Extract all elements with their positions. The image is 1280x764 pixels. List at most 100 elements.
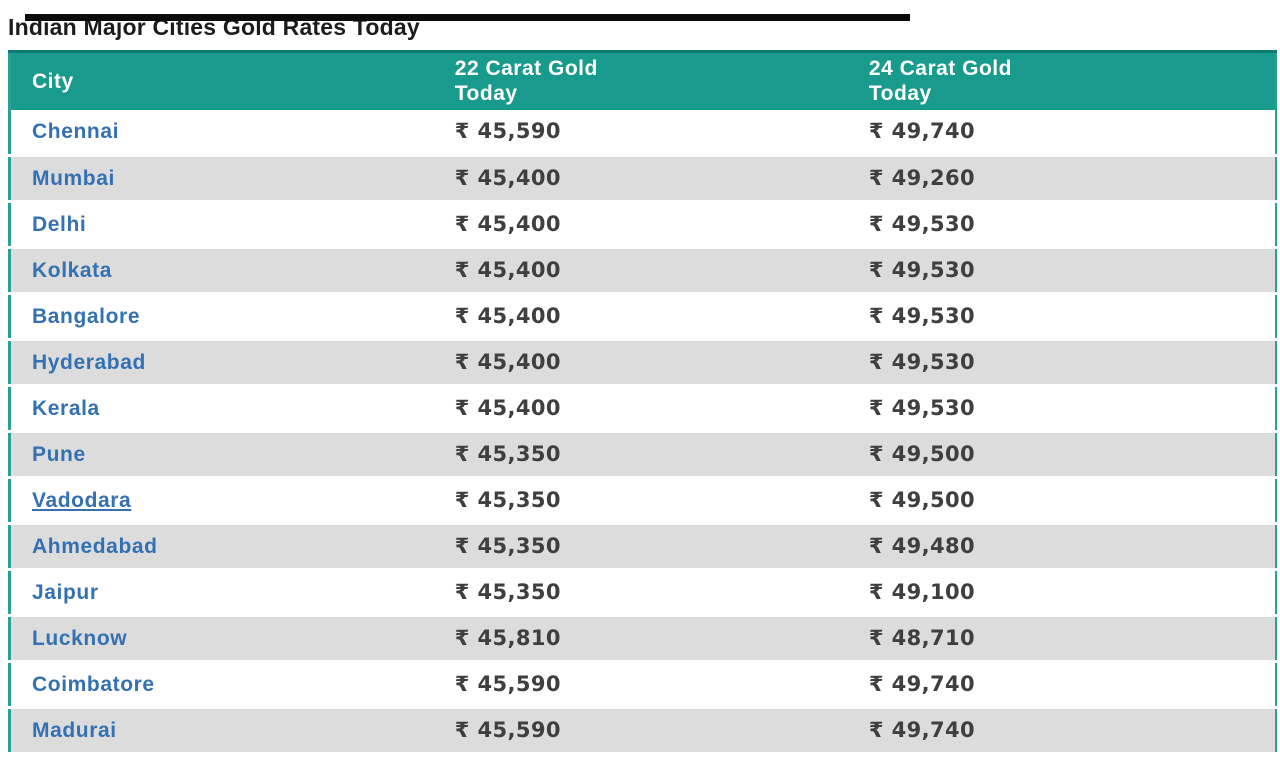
rate-24-carat-cell: ₹ 49,260: [847, 155, 1276, 203]
rate-24-carat-value: ₹ 49,530: [868, 258, 976, 282]
table-row: Kolkata ₹ 45,400 ₹ 49,530: [9, 247, 1276, 295]
city-link[interactable]: Chennai: [32, 119, 120, 143]
rate-22-carat-value: ₹ 45,350: [454, 580, 561, 604]
rate-22-carat-value: ₹ 45,590: [454, 672, 561, 696]
col-header-city: City: [10, 52, 434, 110]
rate-22-carat-cell: ₹ 45,400: [433, 293, 848, 341]
rate-24-carat-cell: ₹ 49,530: [847, 293, 1276, 341]
col-header-city-label: City: [32, 69, 74, 93]
city-link[interactable]: Mumbai: [32, 166, 115, 190]
table-row: Vadodara ₹ 45,350 ₹ 49,500: [9, 477, 1276, 525]
rate-24-carat-value: ₹ 49,740: [868, 718, 976, 742]
city-cell: Kolkata: [9, 247, 434, 295]
rate-22-carat-cell: ₹ 45,350: [433, 431, 848, 479]
city-link[interactable]: Pune: [32, 442, 86, 466]
col-header-22-carat: 22 Carat Gold Today: [434, 52, 848, 110]
rate-22-carat-cell: ₹ 45,400: [433, 155, 848, 203]
rate-24-carat-value: ₹ 49,260: [868, 166, 976, 190]
rate-24-carat-value: ₹ 49,740: [868, 672, 976, 696]
rate-24-carat-value: ₹ 49,530: [868, 212, 976, 236]
table-row: Pune ₹ 45,350 ₹ 49,500: [9, 431, 1276, 479]
rate-22-carat-value: ₹ 45,400: [454, 304, 561, 328]
rate-24-carat-cell: ₹ 49,500: [847, 477, 1276, 525]
rate-24-carat-value: ₹ 49,530: [868, 396, 976, 420]
rate-24-carat-value: ₹ 49,530: [868, 304, 976, 328]
table-row: Bangalore ₹ 45,400 ₹ 49,530: [9, 293, 1276, 341]
table-row: Madurai ₹ 45,590 ₹ 49,740: [9, 707, 1276, 755]
city-cell: Coimbatore: [9, 661, 434, 709]
rate-24-carat-cell: ₹ 49,530: [847, 201, 1276, 249]
city-cell: Lucknow: [9, 615, 434, 663]
rate-22-carat-value: ₹ 45,350: [454, 534, 561, 558]
city-cell: Kerala: [9, 385, 434, 433]
table-body: Chennai ₹ 45,590 ₹ 49,740 Mumbai ₹ 45,400 ₹ 4…: [9, 109, 1276, 755]
rate-22-carat-value: ₹ 45,590: [454, 119, 561, 144]
city-link[interactable]: Hyderabad: [32, 350, 146, 374]
top-black-bar: [25, 14, 910, 21]
rate-24-carat-cell: ₹ 49,480: [847, 523, 1276, 571]
rate-22-carat-cell: ₹ 45,400: [433, 201, 848, 249]
city-link[interactable]: Jaipur: [32, 580, 99, 604]
city-cell: Delhi: [9, 201, 434, 249]
rate-24-carat-cell: ₹ 49,740: [847, 661, 1276, 709]
rate-24-carat-cell: ₹ 49,500: [847, 431, 1276, 479]
rate-22-carat-value: ₹ 45,400: [454, 166, 561, 190]
rate-22-carat-cell: ₹ 45,400: [433, 339, 848, 387]
rate-22-carat-value: ₹ 45,810: [454, 626, 561, 650]
col-header-24-carat-label: 24 Carat Gold Today: [868, 57, 1012, 106]
table-row: Hyderabad ₹ 45,400 ₹ 49,530: [9, 339, 1276, 387]
rate-22-carat-cell: ₹ 45,590: [433, 109, 848, 157]
col-header-24-carat: 24 Carat Gold Today: [848, 52, 1276, 110]
rate-24-carat-value: ₹ 48,710: [868, 626, 976, 650]
rate-24-carat-value: ₹ 49,500: [868, 488, 976, 512]
rate-22-carat-cell: ₹ 45,350: [433, 569, 848, 617]
rate-22-carat-value: ₹ 45,400: [454, 396, 561, 420]
city-link[interactable]: Vadodara: [32, 488, 132, 512]
city-cell: Bangalore: [9, 293, 434, 341]
city-cell: Madurai: [9, 707, 434, 755]
table-row: Chennai ₹ 45,590 ₹ 49,740: [9, 109, 1276, 157]
table-row: Kerala ₹ 45,400 ₹ 49,530: [9, 385, 1276, 433]
city-link[interactable]: Madurai: [32, 718, 117, 742]
table-row: Lucknow ₹ 45,810 ₹ 48,710: [9, 615, 1276, 663]
rate-22-carat-value: ₹ 45,350: [454, 442, 561, 466]
rate-24-carat-value: ₹ 49,530: [868, 350, 976, 374]
rate-24-carat-cell: ₹ 49,740: [847, 109, 1276, 157]
rate-22-carat-value: ₹ 45,400: [454, 350, 561, 374]
city-link[interactable]: Coimbatore: [32, 672, 155, 696]
rate-22-carat-cell: ₹ 45,590: [433, 707, 848, 755]
city-link[interactable]: Delhi: [32, 212, 87, 236]
rate-22-carat-cell: ₹ 45,350: [433, 523, 848, 571]
city-link[interactable]: Kerala: [32, 396, 100, 420]
rate-24-carat-value: ₹ 49,480: [868, 534, 976, 558]
city-link[interactable]: Kolkata: [32, 258, 113, 282]
table-row: Jaipur ₹ 45,350 ₹ 49,100: [9, 569, 1276, 617]
city-cell: Jaipur: [9, 569, 434, 617]
rate-24-carat-cell: ₹ 49,740: [847, 707, 1276, 755]
rate-24-carat-cell: ₹ 49,530: [847, 385, 1276, 433]
table-header-row: City 22 Carat Gold Today 24 Carat Gold T…: [9, 51, 1276, 110]
rate-22-carat-value: ₹ 45,350: [454, 488, 561, 512]
gold-rates-table: City 22 Carat Gold Today 24 Carat Gold T…: [8, 50, 1277, 755]
city-link[interactable]: Lucknow: [32, 626, 128, 650]
rate-24-carat-value: ₹ 49,100: [868, 580, 976, 604]
rate-24-carat-cell: ₹ 49,530: [847, 339, 1276, 387]
rate-22-carat-value: ₹ 45,590: [454, 718, 561, 742]
rate-22-carat-cell: ₹ 45,400: [433, 385, 848, 433]
city-cell: Hyderabad: [9, 339, 434, 387]
city-cell: Ahmedabad: [9, 523, 434, 571]
rate-22-carat-value: ₹ 45,400: [454, 212, 561, 236]
city-cell: Vadodara: [9, 477, 434, 525]
rate-22-carat-cell: ₹ 45,590: [433, 661, 848, 709]
col-header-22-carat-label: 22 Carat Gold Today: [454, 57, 598, 106]
rate-22-carat-cell: ₹ 45,350: [433, 477, 848, 525]
city-link[interactable]: Ahmedabad: [32, 534, 158, 558]
table-row: Coimbatore ₹ 45,590 ₹ 49,740: [9, 661, 1276, 709]
city-cell: Mumbai: [9, 155, 434, 203]
rate-24-carat-value: ₹ 49,740: [868, 119, 976, 144]
city-cell: Pune: [9, 431, 434, 479]
table-row: Delhi ₹ 45,400 ₹ 49,530: [9, 201, 1276, 249]
rate-24-carat-cell: ₹ 49,530: [847, 247, 1276, 295]
table-row: Mumbai ₹ 45,400 ₹ 49,260: [9, 155, 1276, 203]
city-link[interactable]: Bangalore: [32, 304, 141, 328]
